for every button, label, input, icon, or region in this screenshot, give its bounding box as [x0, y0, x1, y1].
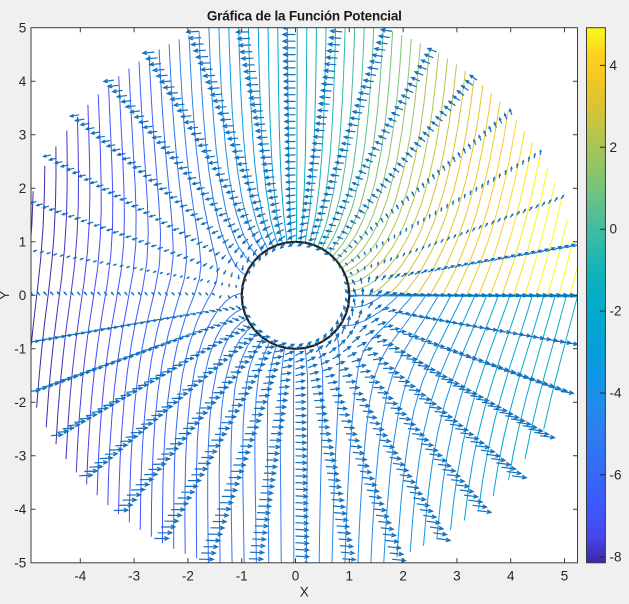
svg-text:-4: -4 — [74, 568, 86, 583]
svg-text:1: 1 — [346, 568, 354, 583]
svg-text:-3: -3 — [128, 568, 140, 583]
svg-text:-1: -1 — [14, 341, 26, 356]
svg-text:-4: -4 — [14, 502, 26, 517]
svg-text:Gráfica de la Función Potencia: Gráfica de la Función Potencial — [207, 9, 402, 24]
svg-text:-8: -8 — [610, 549, 622, 564]
svg-text:4: 4 — [610, 58, 618, 73]
svg-text:0: 0 — [610, 222, 618, 237]
svg-text:0: 0 — [292, 568, 300, 583]
svg-text:X: X — [300, 585, 309, 600]
svg-text:-2: -2 — [182, 568, 194, 583]
svg-text:4: 4 — [507, 568, 515, 583]
svg-text:3: 3 — [19, 127, 27, 142]
svg-text:-6: -6 — [610, 467, 622, 482]
svg-text:-1: -1 — [236, 568, 248, 583]
svg-text:-2: -2 — [14, 395, 26, 410]
svg-text:-2: -2 — [610, 304, 622, 319]
svg-text:2: 2 — [610, 140, 618, 155]
svg-text:2: 2 — [19, 181, 27, 196]
svg-text:-3: -3 — [14, 448, 26, 463]
svg-text:5: 5 — [19, 20, 27, 35]
svg-text:Y: Y — [0, 291, 12, 300]
svg-text:0: 0 — [19, 288, 27, 303]
svg-text:3: 3 — [453, 568, 461, 583]
svg-text:-5: -5 — [14, 555, 26, 570]
svg-text:-4: -4 — [610, 386, 622, 401]
svg-text:5: 5 — [561, 568, 569, 583]
svg-text:2: 2 — [399, 568, 407, 583]
svg-text:4: 4 — [19, 74, 27, 89]
svg-text:1: 1 — [19, 234, 27, 249]
